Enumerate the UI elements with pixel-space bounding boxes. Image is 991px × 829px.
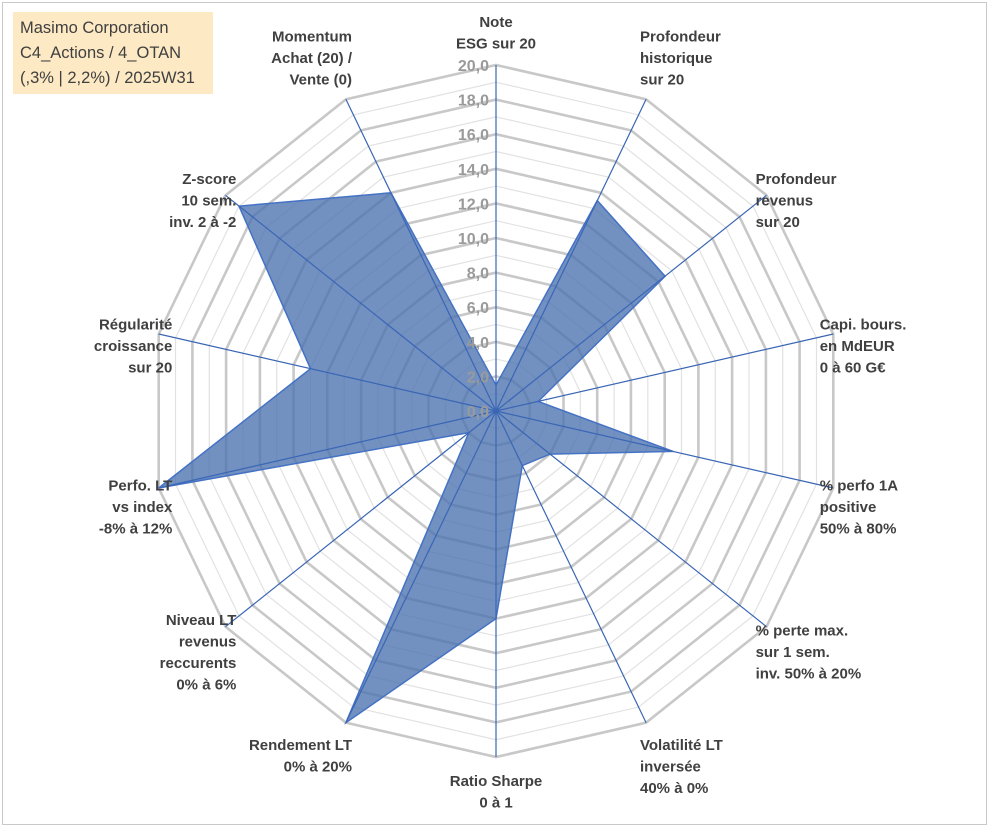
axis-label-line: ESG sur 20 <box>456 36 536 53</box>
axis-spoke <box>495 410 834 489</box>
axis-label: Z-score 10 sem. inv. 2 à -2 <box>169 171 236 231</box>
axis-label: Ratio Sharpe 0 à 1 <box>450 773 543 812</box>
axis-label-line: sur 20 <box>128 359 172 376</box>
tick-label: 6,0 <box>467 300 489 317</box>
axis-spoke <box>225 410 497 628</box>
axis-label-line: 0 à 1 <box>479 795 512 812</box>
axis-spoke <box>495 333 834 412</box>
title-line-2: C4_Actions / 4_OTAN <box>20 44 182 62</box>
axis-label-line: positive <box>820 499 877 516</box>
tick-label: 0,0 <box>467 404 489 421</box>
axis-label-line: inv. 2 à -2 <box>169 214 236 231</box>
axis-label-line: revenus <box>179 633 237 650</box>
axis-label-line: Volatilité LT <box>640 737 723 754</box>
axis-label-layer: Note ESG sur 20 Profondeur historique sur 20… <box>94 14 906 812</box>
axis-spoke <box>345 410 497 723</box>
axis-label-line: sur 1 sem. <box>756 644 830 661</box>
axis-label-line: Niveau LT <box>166 612 237 629</box>
axis-label-line: 0% à 20% <box>284 759 352 776</box>
axis-label-line: Z-score <box>182 171 236 188</box>
tick-label: 16,0 <box>458 127 489 144</box>
tick-label: 4,0 <box>467 335 489 352</box>
title-line-3: (,3% | 2,2%) / 2025W31 <box>20 69 195 87</box>
axis-label: Profondeur historique sur 20 <box>640 28 721 88</box>
axis-label-line: -8% à 12% <box>99 521 172 538</box>
title-line-1: Masimo Corporation <box>20 19 169 37</box>
axis-label-line: 40% à 0% <box>640 780 708 797</box>
axis-label: Note ESG sur 20 <box>456 14 536 53</box>
axis-label-line: 0% à 6% <box>176 676 236 693</box>
axis-label-line: 10 sem. <box>181 193 236 210</box>
tick-label: 14,0 <box>458 162 489 179</box>
spoke-layer <box>158 65 834 757</box>
axis-label-line: inversée <box>640 759 701 776</box>
axis-label-line: revenus <box>756 193 814 210</box>
axis-label-line: Vente (0) <box>289 71 352 88</box>
axis-label-line: vs index <box>112 499 173 516</box>
axis-label: % perfo 1A positive 50% à 80% <box>820 478 899 538</box>
axis-spoke <box>158 333 497 412</box>
axis-label: Capi. bours. en MdEUR 0 à 60 G€ <box>820 316 907 376</box>
axis-label-line: Achat (20) / <box>271 50 353 67</box>
axis-label-line: Perfo. LT <box>108 478 172 495</box>
axis-spoke <box>345 99 497 412</box>
tick-label: 2,0 <box>467 369 489 386</box>
chart-title-box: Masimo Corporation C4_Actions / 4_OTAN (… <box>13 12 213 94</box>
axis-label-line: reccurents <box>160 655 237 672</box>
axis-spoke <box>495 410 647 723</box>
axis-label: Volatilité LT inversée 40% à 0% <box>640 737 723 797</box>
tick-label: 10,0 <box>458 231 489 248</box>
axis-label-line: Régularité <box>99 316 172 333</box>
axis-label-line: inv. 50% à 20% <box>756 666 862 683</box>
axis-label-line: en MdEUR <box>820 338 895 355</box>
axis-label: Profondeur revenus sur 20 <box>756 171 837 231</box>
tick-layer: 0,0 2,0 4,0 6,0 8,0 10,0 12,0 14,0 16,0 18,0 20,0 <box>458 58 489 421</box>
axis-label: Perfo. LT vs index -8% à 12% <box>99 478 173 538</box>
axis-label-line: Rendement LT <box>249 737 352 754</box>
tick-label: 18,0 <box>458 93 489 110</box>
tick-label: 20,0 <box>458 58 489 75</box>
axis-spoke <box>495 410 767 628</box>
axis-label-line: sur 20 <box>640 71 684 88</box>
axis-label-line: 0 à 60 G€ <box>820 359 887 376</box>
axis-label-line: croissance <box>94 338 172 355</box>
axis-label-line: Note <box>479 14 512 31</box>
axis-label-line: Profondeur <box>756 171 837 188</box>
axis-label: Niveau LT revenus reccurents 0% à 6% <box>160 612 237 694</box>
axis-spoke <box>495 194 767 412</box>
axis-label-line: % perte max. <box>756 623 849 640</box>
axis-label-line: Ratio Sharpe <box>450 773 543 790</box>
axis-label-line: Profondeur <box>640 28 721 45</box>
axis-label-line: % perfo 1A <box>820 478 899 495</box>
tick-label: 12,0 <box>458 196 489 213</box>
axis-label-line: historique <box>640 50 713 67</box>
axis-label: Momentum Achat (20) / Vente (0) <box>271 28 353 88</box>
axis-label-line: Capi. bours. <box>820 316 907 333</box>
axis-spoke <box>495 99 647 412</box>
axis-spoke <box>225 194 497 412</box>
tick-label: 8,0 <box>467 266 489 283</box>
axis-label-line: Momentum <box>272 28 352 45</box>
axis-label: Rendement LT 0% à 20% <box>249 737 352 776</box>
axis-label: % perte max. sur 1 sem. inv. 50% à 20% <box>756 623 862 683</box>
axis-label-line: sur 20 <box>756 214 800 231</box>
axis-spoke <box>158 410 497 489</box>
axis-label-line: 50% à 80% <box>820 521 897 538</box>
axis-label: Régularité croissance sur 20 <box>94 316 172 376</box>
